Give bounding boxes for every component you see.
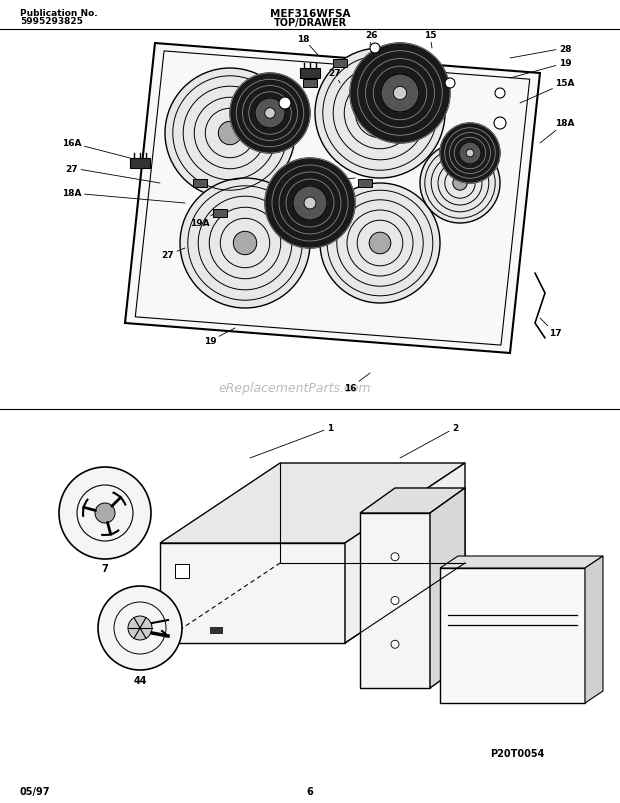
Text: 4: 4 (587, 589, 595, 603)
Text: eReplacementParts.com: eReplacementParts.com (219, 382, 371, 395)
Text: 27: 27 (329, 69, 342, 84)
Text: 17: 17 (540, 319, 561, 338)
Text: 27: 27 (66, 165, 160, 184)
Text: 18: 18 (297, 35, 318, 56)
Polygon shape (160, 544, 345, 643)
Text: 27: 27 (304, 179, 355, 188)
Circle shape (230, 74, 310, 154)
Circle shape (304, 198, 316, 210)
Circle shape (265, 108, 275, 119)
Circle shape (420, 144, 500, 224)
Text: 2: 2 (400, 424, 458, 459)
Circle shape (494, 118, 506, 130)
Circle shape (393, 88, 407, 100)
Text: 16: 16 (343, 373, 370, 393)
Circle shape (279, 98, 291, 110)
Circle shape (445, 79, 455, 89)
Circle shape (391, 641, 399, 649)
FancyBboxPatch shape (300, 69, 320, 79)
Polygon shape (345, 463, 465, 643)
Circle shape (95, 503, 115, 524)
Text: 5995293825: 5995293825 (20, 18, 83, 26)
Text: 28: 28 (382, 81, 394, 96)
Circle shape (255, 99, 285, 128)
Text: 44: 44 (133, 675, 147, 685)
Circle shape (466, 150, 474, 157)
Text: 7: 7 (102, 563, 108, 573)
Circle shape (368, 102, 392, 125)
FancyBboxPatch shape (193, 180, 207, 188)
Circle shape (59, 467, 151, 560)
FancyBboxPatch shape (213, 210, 227, 218)
Circle shape (128, 616, 152, 640)
Text: 22: 22 (168, 559, 179, 568)
Text: 1: 1 (250, 424, 333, 459)
FancyBboxPatch shape (358, 180, 372, 188)
Circle shape (495, 89, 505, 99)
Text: Publication No.: Publication No. (20, 10, 97, 18)
Text: 19: 19 (204, 328, 235, 346)
FancyBboxPatch shape (303, 80, 317, 88)
Circle shape (293, 187, 327, 221)
Polygon shape (440, 569, 585, 703)
FancyBboxPatch shape (210, 627, 222, 634)
Text: 28: 28 (510, 44, 571, 59)
FancyBboxPatch shape (175, 565, 189, 578)
Text: 27: 27 (162, 249, 185, 260)
Circle shape (218, 122, 242, 145)
Circle shape (320, 184, 440, 304)
Text: 05/97: 05/97 (20, 786, 50, 796)
Circle shape (391, 553, 399, 561)
Text: 15: 15 (352, 81, 365, 96)
Circle shape (350, 44, 450, 144)
Text: P20T0054: P20T0054 (490, 748, 544, 758)
Circle shape (315, 49, 445, 179)
Circle shape (381, 75, 419, 113)
Text: 19A: 19A (190, 214, 215, 228)
Circle shape (165, 69, 295, 199)
Circle shape (459, 143, 481, 165)
Text: 26: 26 (366, 31, 378, 46)
Text: MEF316WFSA: MEF316WFSA (270, 9, 350, 19)
Text: 15A: 15A (246, 84, 272, 102)
Polygon shape (430, 488, 465, 688)
Circle shape (453, 177, 467, 191)
Polygon shape (440, 556, 603, 569)
Circle shape (391, 597, 399, 605)
Text: 15: 15 (423, 31, 436, 49)
Text: 19: 19 (510, 59, 571, 79)
Circle shape (98, 586, 182, 671)
Text: TOP/DRAWER: TOP/DRAWER (273, 18, 347, 28)
Polygon shape (585, 556, 603, 703)
Text: 16A: 16A (62, 140, 130, 159)
FancyBboxPatch shape (333, 60, 347, 68)
Text: 18A: 18A (540, 120, 575, 144)
Polygon shape (360, 513, 430, 688)
Text: 6: 6 (307, 786, 313, 796)
Circle shape (180, 179, 310, 308)
Polygon shape (360, 488, 465, 513)
FancyBboxPatch shape (130, 159, 150, 169)
Circle shape (440, 124, 500, 184)
Circle shape (369, 233, 391, 255)
Polygon shape (160, 463, 465, 544)
Polygon shape (125, 44, 540, 353)
Text: 15A: 15A (520, 79, 575, 104)
Text: 18A: 18A (62, 190, 185, 204)
Circle shape (265, 159, 355, 249)
Circle shape (370, 44, 380, 54)
Circle shape (233, 232, 257, 255)
